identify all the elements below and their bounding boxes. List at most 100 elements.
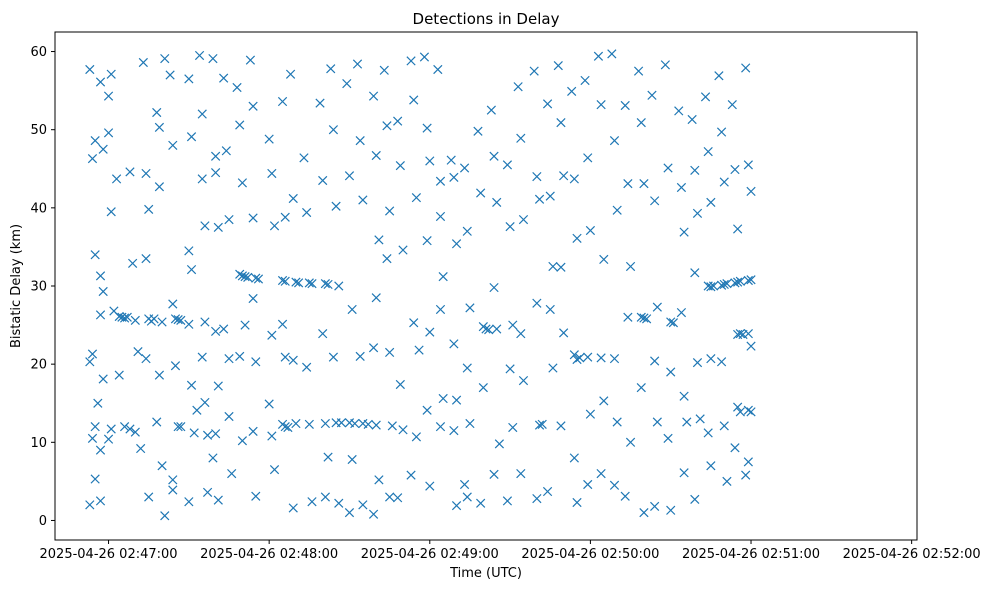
data-point bbox=[219, 73, 229, 83]
data-point bbox=[232, 82, 242, 93]
data-point bbox=[534, 420, 545, 430]
data-point bbox=[703, 146, 713, 157]
data-point bbox=[599, 254, 609, 265]
data-point bbox=[462, 226, 472, 236]
data-point bbox=[103, 434, 114, 444]
y-tick-label: 60 bbox=[30, 45, 47, 60]
data-point bbox=[210, 151, 221, 161]
data-point bbox=[251, 491, 261, 501]
data-point bbox=[85, 357, 95, 367]
data-point bbox=[160, 53, 170, 64]
data-point bbox=[315, 98, 325, 108]
data-point bbox=[200, 221, 210, 231]
data-point bbox=[186, 380, 197, 390]
data-point bbox=[695, 414, 705, 424]
data-point bbox=[186, 264, 197, 275]
data-point bbox=[679, 468, 689, 478]
data-point bbox=[502, 496, 513, 506]
data-point bbox=[609, 480, 620, 490]
data-point bbox=[406, 56, 416, 66]
data-point bbox=[556, 421, 566, 431]
data-point bbox=[210, 326, 221, 336]
data-point bbox=[548, 363, 558, 373]
data-point bbox=[210, 429, 221, 439]
data-point bbox=[264, 399, 274, 409]
data-point bbox=[636, 382, 646, 393]
data-point bbox=[532, 171, 542, 182]
data-point bbox=[95, 445, 106, 455]
data-point bbox=[122, 312, 132, 322]
data-point bbox=[652, 417, 662, 427]
data-point bbox=[197, 109, 207, 119]
y-tick-label: 50 bbox=[30, 123, 47, 138]
data-point bbox=[435, 422, 446, 432]
data-point bbox=[585, 409, 596, 419]
data-point bbox=[633, 66, 644, 76]
data-point bbox=[706, 282, 716, 292]
data-point bbox=[280, 422, 290, 432]
data-point bbox=[422, 405, 432, 415]
x-tick-label: 2025-04-26 02:50:00 bbox=[521, 547, 659, 562]
data-point bbox=[650, 356, 660, 366]
data-point bbox=[352, 59, 363, 69]
data-point bbox=[650, 196, 660, 206]
data-point bbox=[210, 168, 221, 178]
data-point bbox=[668, 318, 679, 328]
data-point bbox=[344, 508, 355, 518]
data-point bbox=[213, 495, 223, 505]
data-point bbox=[733, 402, 743, 412]
data-point bbox=[409, 95, 419, 105]
data-point bbox=[302, 362, 312, 372]
data-point bbox=[529, 66, 539, 76]
data-point bbox=[385, 492, 395, 502]
data-point bbox=[291, 277, 301, 287]
data-point bbox=[267, 431, 277, 441]
data-point bbox=[90, 474, 100, 484]
data-point bbox=[425, 481, 435, 491]
data-point bbox=[462, 363, 472, 373]
data-point bbox=[516, 133, 526, 143]
data-point bbox=[690, 494, 700, 504]
data-point bbox=[114, 311, 124, 322]
data-point bbox=[398, 425, 408, 435]
data-point bbox=[583, 352, 593, 362]
data-point bbox=[545, 191, 555, 201]
data-point bbox=[277, 319, 288, 329]
data-point bbox=[98, 144, 108, 154]
data-point bbox=[243, 272, 253, 283]
data-point bbox=[95, 77, 106, 87]
data-point bbox=[331, 201, 341, 211]
data-point bbox=[743, 275, 753, 286]
data-point bbox=[355, 351, 365, 361]
data-point bbox=[730, 278, 740, 288]
data-point bbox=[583, 153, 593, 163]
data-point bbox=[358, 500, 368, 510]
data-point bbox=[534, 194, 545, 204]
data-point bbox=[200, 317, 210, 327]
data-point bbox=[542, 99, 553, 109]
data-point bbox=[173, 314, 183, 325]
data-point bbox=[476, 188, 486, 198]
data-point bbox=[473, 126, 483, 136]
data-point bbox=[435, 211, 446, 222]
data-point bbox=[567, 86, 577, 97]
data-point bbox=[556, 262, 566, 272]
data-point bbox=[612, 417, 622, 427]
data-point bbox=[240, 320, 250, 330]
data-point bbox=[395, 161, 405, 171]
data-point bbox=[722, 279, 732, 289]
data-point bbox=[152, 417, 162, 427]
data-point bbox=[719, 177, 729, 187]
data-point bbox=[221, 146, 231, 156]
data-point bbox=[481, 324, 491, 334]
data-point bbox=[449, 172, 459, 182]
data-point bbox=[251, 273, 261, 283]
data-point bbox=[157, 317, 167, 327]
data-point bbox=[323, 452, 333, 462]
y-axis: 0 10 20 30 40 50 60 bbox=[30, 45, 55, 529]
data-point bbox=[368, 509, 379, 519]
data-point bbox=[240, 271, 250, 282]
data-point bbox=[446, 155, 456, 165]
data-point bbox=[449, 425, 459, 436]
data-point bbox=[168, 140, 178, 150]
